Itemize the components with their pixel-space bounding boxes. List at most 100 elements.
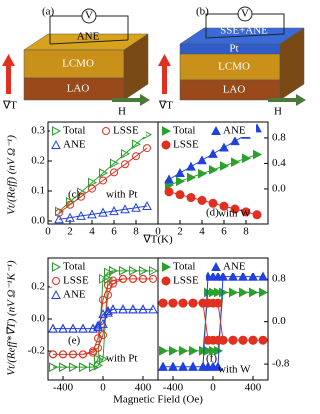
side-face: [279, 27, 305, 101]
data-point: [159, 345, 169, 356]
data-point: [175, 190, 185, 200]
data-point: [228, 271, 238, 281]
data-point: [129, 274, 137, 283]
annotation: with W: [218, 208, 251, 220]
y-tick-label: 0.2: [31, 280, 45, 292]
data-point: [139, 266, 149, 276]
voltmeter-label: V: [85, 10, 93, 22]
gradient-arrow: [6, 64, 11, 94]
data-point: [168, 361, 178, 371]
series-line: [53, 278, 153, 355]
series-line: [53, 308, 153, 330]
data-point: [164, 174, 174, 184]
data-point: [76, 210, 86, 220]
data-point: [55, 208, 63, 217]
data-point: [179, 345, 189, 356]
gradient-arrow: [158, 54, 171, 66]
data-point: [99, 295, 107, 304]
data-point: [214, 345, 224, 356]
legend-marker: [52, 262, 62, 272]
x-tick-label: 400: [135, 382, 152, 394]
x-tick-label: 0: [100, 382, 106, 394]
y-tick-label: 0.0: [31, 313, 45, 325]
data-point: [121, 160, 129, 169]
data-point: [93, 321, 103, 332]
legend-marker: [211, 125, 221, 135]
legend-bg: [100, 125, 146, 137]
data-point: [149, 266, 158, 276]
x-tick-label: 400: [245, 382, 262, 394]
data-point: [79, 350, 87, 359]
data-point: [138, 304, 148, 314]
data-point: [248, 271, 258, 281]
data-point: [176, 176, 186, 187]
data-point: [230, 136, 240, 146]
lcmo-layer: [179, 53, 281, 81]
data-point: [103, 305, 113, 315]
data-point: [197, 155, 207, 165]
data-point: [69, 362, 79, 372]
data-point: [104, 274, 114, 284]
panel-label: (e): [68, 335, 81, 347]
x-tick-label: 4: [199, 226, 205, 238]
data-point: [108, 304, 118, 314]
series-line: [163, 302, 263, 341]
data-point: [248, 335, 258, 345]
data-point: [89, 347, 97, 356]
data-point: [189, 345, 199, 356]
data-point: [99, 168, 109, 178]
data-point: [87, 209, 97, 219]
data-point: [65, 212, 75, 222]
y-tick-label: 0.8: [272, 273, 286, 285]
data-point: [241, 207, 251, 217]
panel-label: (b): [196, 6, 209, 18]
data-point: [228, 335, 238, 345]
legend-label: LSSE: [63, 275, 89, 287]
panel-label: (c): [68, 189, 81, 201]
x-axis-label: ∇T(K): [142, 234, 173, 246]
data-point: [78, 323, 88, 333]
data-point: [66, 200, 74, 209]
data-point: [109, 206, 119, 216]
data-point: [77, 192, 85, 201]
x-tick-label: 0: [155, 226, 161, 238]
data-point: [188, 298, 198, 308]
layer-label: LCMO: [218, 61, 250, 73]
data-point: [132, 152, 140, 161]
field-arrow: [296, 94, 306, 106]
series-group: [54, 129, 153, 224]
y-axis-label: Vt/(Reff*∇T) (nV Ω⁻¹K⁻¹): [6, 260, 18, 376]
data-point: [99, 354, 109, 364]
x-tick-label: 6: [221, 226, 227, 238]
data-point: [129, 266, 139, 276]
data-point: [168, 298, 178, 308]
field-label: H: [118, 106, 126, 118]
data-point: [208, 148, 218, 158]
x-tick-label: 4: [89, 226, 95, 238]
legend-label: ANE: [63, 289, 86, 301]
data-point: [98, 318, 108, 328]
data-point: [88, 177, 98, 188]
data-point: [178, 298, 188, 308]
wire: [205, 33, 285, 39]
data-point: [119, 266, 129, 276]
legend-marker: [51, 289, 61, 299]
y-tick-label: 0.0: [272, 182, 286, 194]
data-point: [119, 274, 127, 283]
data-point: [187, 172, 197, 183]
data-point: [54, 214, 64, 224]
data-point: [258, 335, 268, 345]
x-tick-label: 2: [67, 226, 73, 238]
data-point: [169, 345, 179, 356]
legend-bg: [50, 275, 96, 287]
data-point: [258, 271, 268, 281]
x-tick-label: 8: [133, 226, 139, 238]
legend-label: LSSE: [173, 275, 199, 287]
layer-label: Pt: [229, 43, 238, 55]
data-point: [94, 354, 104, 364]
data-point: [198, 168, 208, 179]
data-point: [252, 210, 262, 220]
x-tick-label: 6: [111, 226, 117, 238]
gradient-arrow: [162, 64, 167, 94]
